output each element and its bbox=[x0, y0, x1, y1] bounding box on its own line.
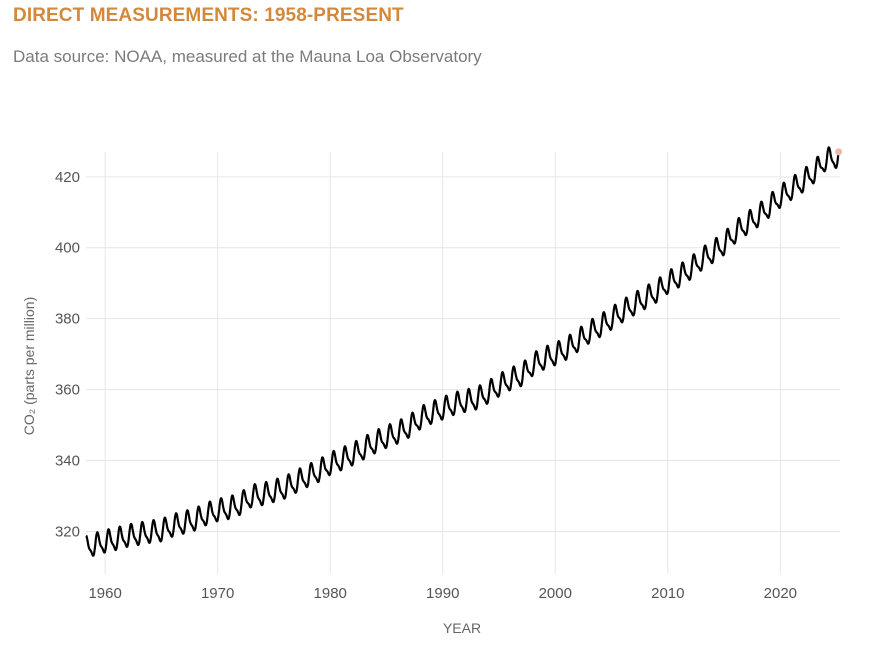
x-tick-label-2020: 2020 bbox=[764, 585, 797, 602]
x-tick-label-1970: 1970 bbox=[201, 585, 234, 602]
x-tick-label-1960: 1960 bbox=[88, 585, 121, 602]
y-tick-label-420: 420 bbox=[55, 169, 80, 186]
y-tick-label-400: 400 bbox=[55, 240, 80, 257]
y-tick-label-340: 340 bbox=[55, 453, 80, 470]
y-tick-label-380: 380 bbox=[55, 311, 80, 328]
x-tick-label-2010: 2010 bbox=[651, 585, 684, 602]
chart-subtitle: Data source: NOAA, measured at the Mauna… bbox=[13, 47, 482, 66]
y-axis-title: CO₂ (parts per million) bbox=[21, 297, 37, 435]
y-tick-labels: 320 340 360 380 400 420 bbox=[55, 169, 80, 541]
x-tick-label-2000: 2000 bbox=[539, 585, 572, 602]
y-tick-label-320: 320 bbox=[55, 523, 80, 540]
x-tick-label-1990: 1990 bbox=[426, 585, 459, 602]
latest-value-marker bbox=[835, 148, 843, 156]
x-tick-labels: 1960 1970 1980 1990 2000 2010 2020 bbox=[88, 585, 797, 602]
x-tick-label-1980: 1980 bbox=[314, 585, 347, 602]
y-tick-label-360: 360 bbox=[55, 382, 80, 399]
co2-series-line bbox=[85, 146, 840, 557]
chart-title: DIRECT MEASUREMENTS: 1958-PRESENT bbox=[13, 5, 404, 26]
x-axis-title: YEAR bbox=[443, 620, 481, 636]
